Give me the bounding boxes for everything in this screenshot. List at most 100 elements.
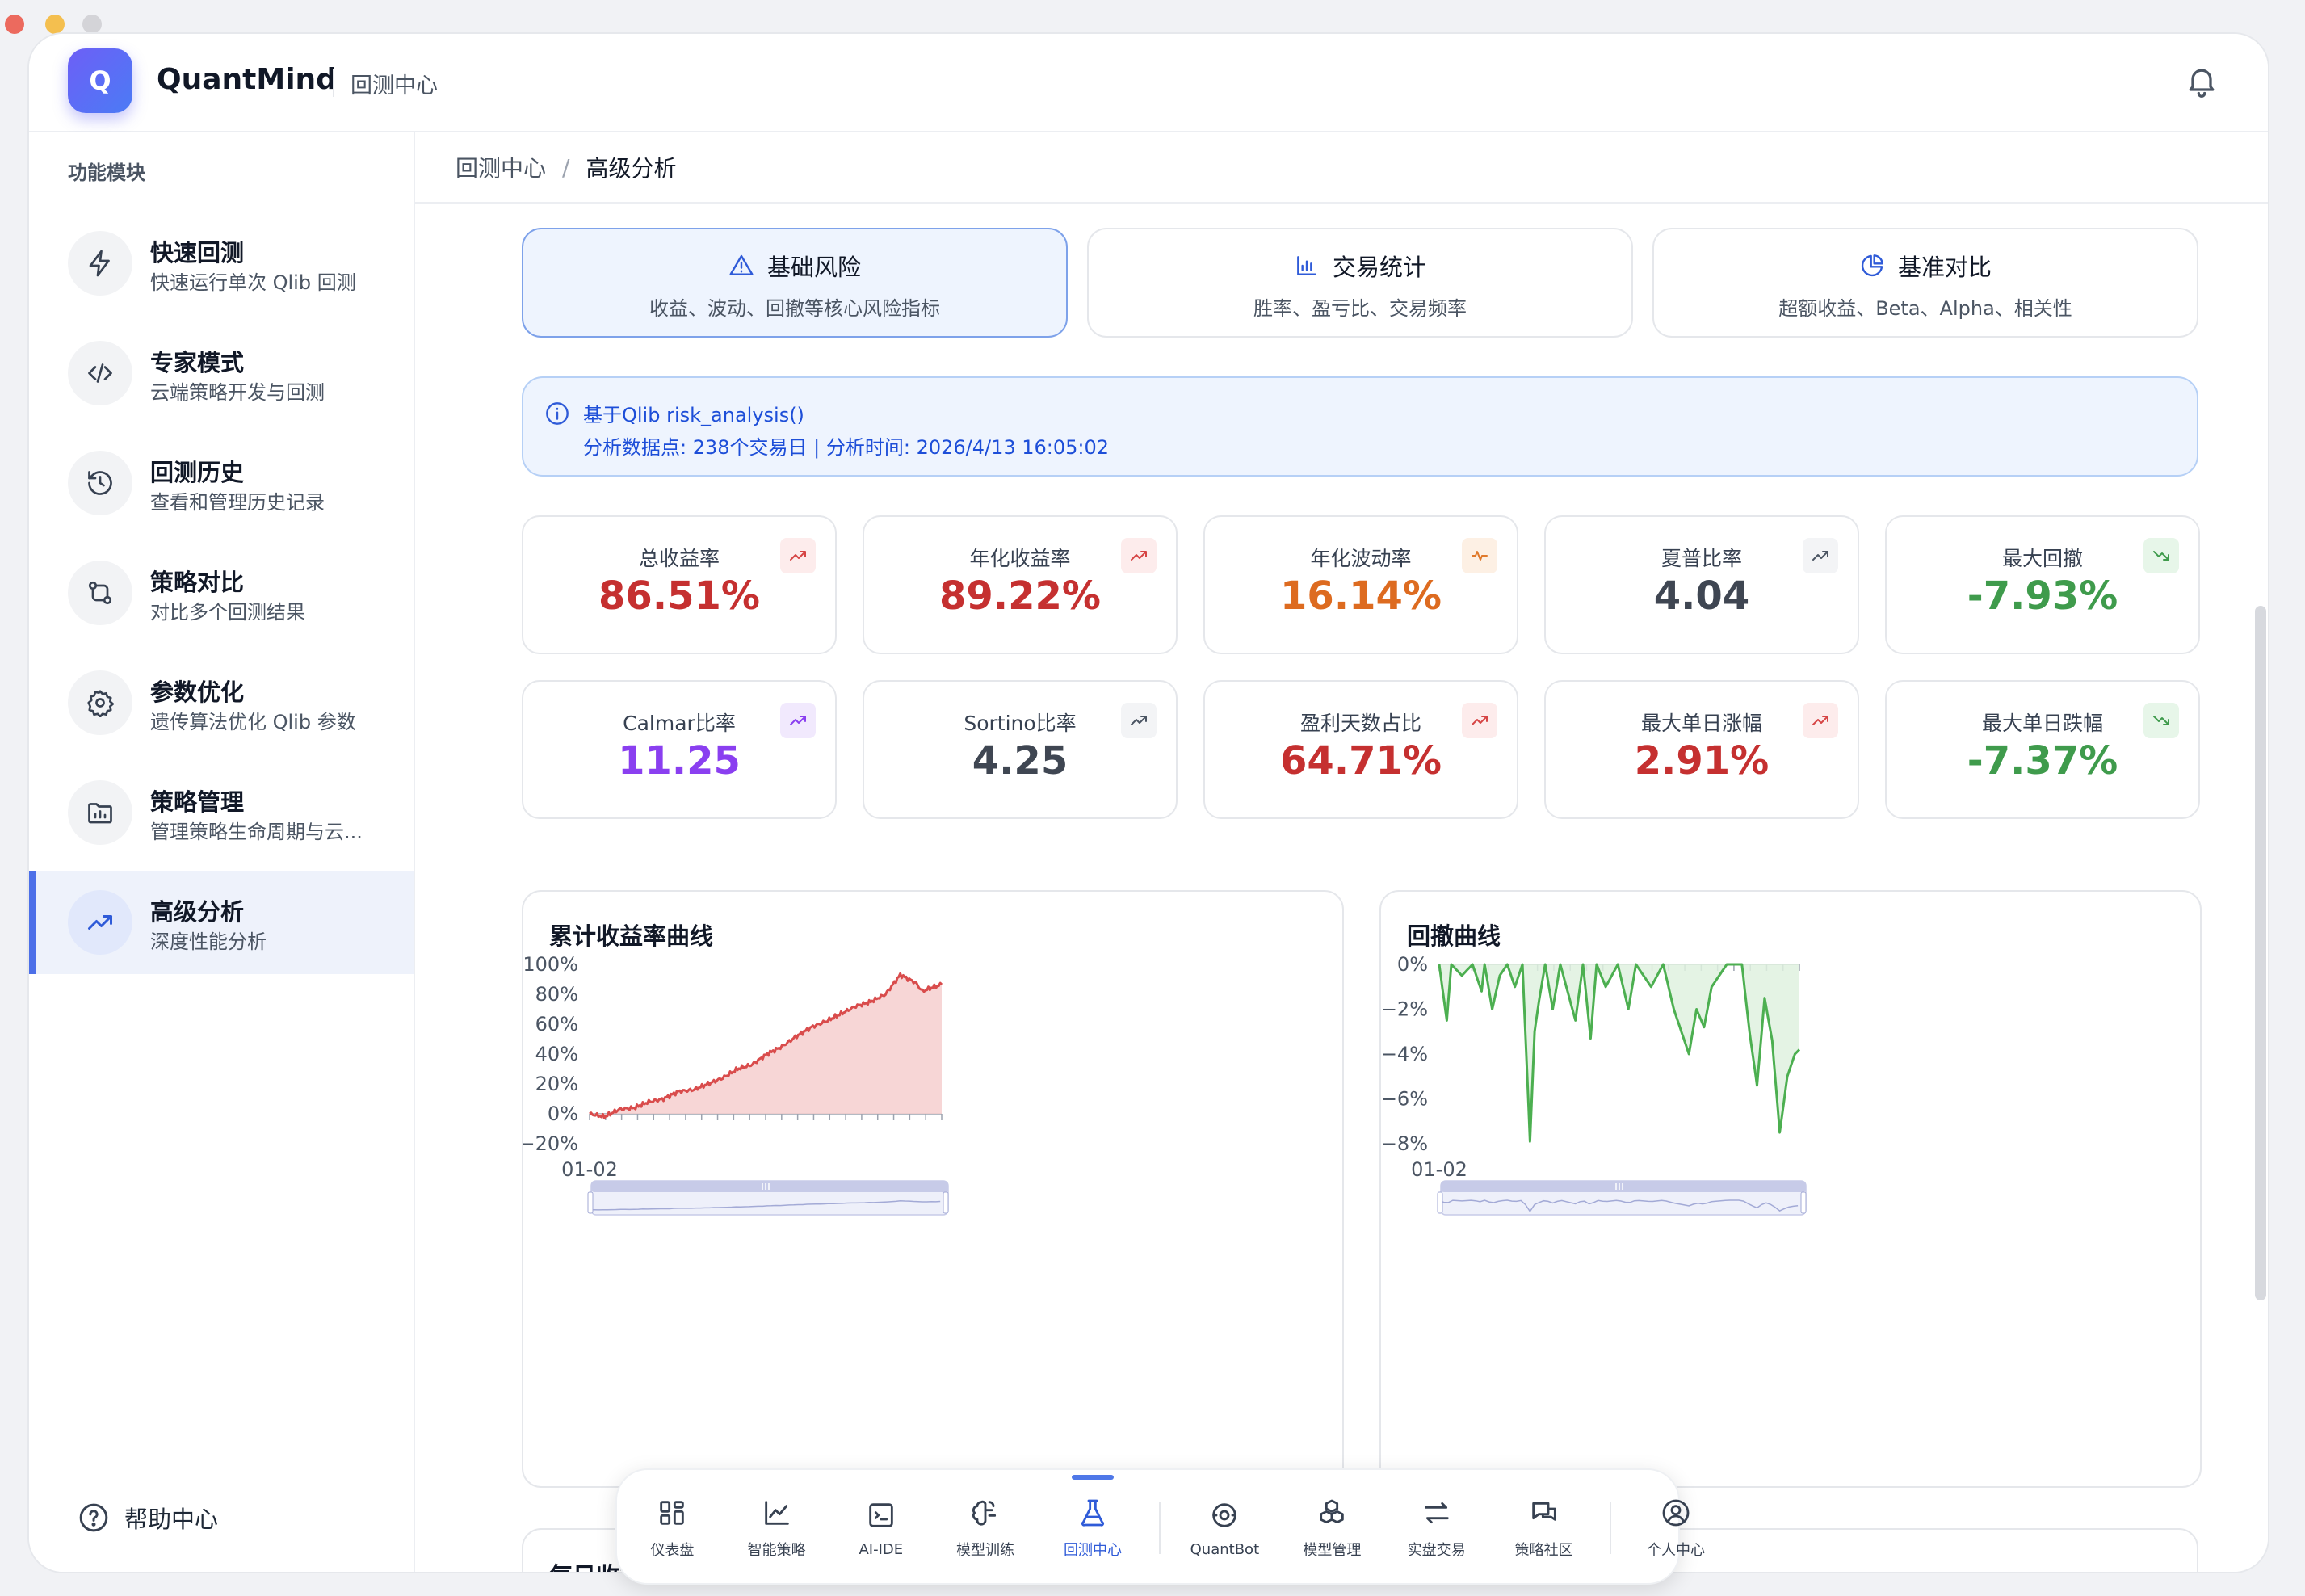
header-divider <box>333 69 334 97</box>
metric-card: 最大单日跌幅 -7.37% <box>1885 680 2200 819</box>
sidebar-item-label: 高级分析 <box>150 898 245 926</box>
dock-item-label: 回测中心 <box>1064 1542 1122 1559</box>
cumulative-return-chart[interactable]: 100% 80% 60% 40% 20% 0% −20% 01-02 <box>523 892 1346 1489</box>
dock-divider <box>1610 1502 1612 1554</box>
dock-item-label: 模型训练 <box>956 1542 1014 1559</box>
sidebar-item-quick-backtest[interactable]: 快速回测 快速运行单次 Qlib 回测 <box>29 212 414 315</box>
tab-label: 交易统计 <box>1332 254 1426 281</box>
dock-item-terminal[interactable]: AI-IDE <box>833 1470 930 1586</box>
trend-up-icon <box>1121 538 1157 573</box>
sidebar-item-desc: 查看和管理历史记录 <box>150 491 325 514</box>
sidebar-item-param-optimize[interactable]: 参数优化 遗传算法优化 Qlib 参数 <box>29 651 414 754</box>
dock-item-bot[interactable]: QuantBot <box>1176 1470 1273 1586</box>
trend-up-icon <box>780 703 816 738</box>
dock-item-label: AI-IDE <box>859 1540 904 1558</box>
y-tick-label: 0% <box>548 1102 578 1125</box>
sidebar-item-expert-mode[interactable]: 专家模式 云端策略开发与回测 <box>29 321 414 425</box>
sidebar-item-label: 快速回测 <box>150 239 245 267</box>
zoom-slider-handle-bar[interactable] <box>591 1181 948 1192</box>
sidebar-item-strategy-compare[interactable]: 策略对比 对比多个回测结果 <box>29 541 414 645</box>
tab-trade-stats[interactable]: 交易统计 胜率、盈亏比、交易频率 <box>1087 228 1633 338</box>
zoom-slider-handle-bar[interactable] <box>1441 1181 1806 1192</box>
metric-label: 最大单日涨幅 <box>1640 712 1762 735</box>
sidebar-item-desc: 深度性能分析 <box>150 930 267 953</box>
dock-item-swap[interactable]: 实盘交易 <box>1388 1470 1485 1586</box>
breadcrumb: 回测中心 / 高级分析 <box>415 132 2268 204</box>
y-tick-label: −6% <box>1381 1088 1428 1111</box>
folder-chart-icon <box>68 780 132 845</box>
scrollbar-thumb[interactable] <box>2255 606 2266 1300</box>
zoom-left-handle[interactable] <box>587 1191 594 1214</box>
dock-item-line-chart[interactable]: 智能策略 <box>728 1470 825 1586</box>
cumulative-return-title: 累计收益率曲线 <box>549 922 714 950</box>
zoom-left-handle[interactable] <box>1437 1191 1443 1214</box>
dock-item-brain[interactable]: 模型训练 <box>937 1470 1034 1586</box>
app-logo[interactable]: Q <box>68 48 132 113</box>
dock-item-label: QuantBot <box>1190 1540 1260 1558</box>
line-chart-icon <box>764 1501 789 1525</box>
help-center-link[interactable]: 帮助中心 <box>78 1501 218 1535</box>
info-banner: 基于Qlib risk_analysis() 分析数据点: 238个交易日 | … <box>522 376 2198 477</box>
info-line-1: 基于Qlib risk_analysis() <box>583 404 804 426</box>
window-maximize-button[interactable] <box>82 15 102 34</box>
metric-value: -7.37% <box>1967 738 2118 783</box>
metric-card: 盈利天数占比 64.71% <box>1203 680 1518 819</box>
info-icon <box>546 402 569 425</box>
sidebar-item-label: 策略管理 <box>150 788 245 816</box>
dock-item-grid[interactable]: 仪表盘 <box>623 1470 720 1586</box>
breadcrumb-current: 高级分析 <box>586 155 677 182</box>
dock-item-user-circle[interactable]: 个人中心 <box>1627 1470 1724 1586</box>
tab-desc: 胜率、盈亏比、交易频率 <box>1253 297 1467 320</box>
dock-item-chat[interactable]: 策略社区 <box>1496 1470 1593 1586</box>
trend-up-icon <box>780 538 816 573</box>
bottom-dock: 仪表盘 智能策略 AI-IDE 模型训练 回测中心 QuantBot 模型管理 实盘交易 策略社… <box>615 1468 1705 1586</box>
zoom-right-handle[interactable] <box>1800 1191 1807 1214</box>
sidebar-item-desc: 遗传算法优化 Qlib 参数 <box>150 711 356 733</box>
window-close-button[interactable] <box>5 15 24 34</box>
bell-icon[interactable] <box>2184 63 2219 99</box>
series-line <box>589 972 943 1120</box>
metric-card: 年化波动率 16.14% <box>1203 515 1518 654</box>
breadcrumb-parent[interactable]: 回测中心 <box>456 155 547 182</box>
gear-icon <box>68 670 132 735</box>
tab-basic-risk[interactable]: 基础风险 收益、波动、回撤等核心风险指标 <box>522 228 1068 338</box>
y-tick-label: 80% <box>535 983 578 1006</box>
metric-value: 4.25 <box>972 738 1069 783</box>
lightning-icon <box>68 231 132 296</box>
drawdown-chart[interactable]: 0% −2% −4% −6% −8% 01-02 <box>1381 892 2203 1489</box>
metric-card: 年化收益率 89.22% <box>863 515 1178 654</box>
zoom-right-handle[interactable] <box>943 1191 949 1214</box>
trend-up-icon <box>1121 703 1157 738</box>
tab-benchmark[interactable]: 基准对比 超额收益、Beta、Alpha、相关性 <box>1652 228 2198 338</box>
bar-chart-icon <box>1297 256 1316 275</box>
y-tick-label: 100% <box>523 953 578 976</box>
sidebar-item-backtest-history[interactable]: 回测历史 查看和管理历史记录 <box>29 431 414 535</box>
y-tick-label: 40% <box>535 1043 578 1065</box>
dock-item-flask[interactable]: 回测中心 <box>1044 1470 1141 1586</box>
metric-label: Calmar比率 <box>623 712 736 735</box>
dock-item-label: 个人中心 <box>1647 1542 1705 1559</box>
header-subtitle: 回测中心 <box>351 74 438 99</box>
sidebar-item-label: 专家模式 <box>150 349 245 376</box>
brand-name: QuantMind <box>157 63 337 96</box>
sidebar-item-strategy-manage[interactable]: 策略管理 管理策略生命周期与云... <box>29 761 414 864</box>
swap-icon <box>1424 1502 1449 1524</box>
metric-label: 年化收益率 <box>969 547 1071 570</box>
dock-item-cubes[interactable]: 模型管理 <box>1283 1470 1380 1586</box>
metric-card: 最大单日涨幅 2.91% <box>1544 680 1859 819</box>
bot-icon <box>1212 1502 1237 1527</box>
sidebar: 功能模块 快速回测 快速运行单次 Qlib 回测 专家模式 云端策略开发与回测 … <box>29 132 415 1572</box>
sidebar-title: 功能模块 <box>68 162 145 184</box>
metric-label: 盈利天数占比 <box>1299 712 1421 735</box>
trend-up-icon <box>68 890 132 955</box>
compare-icon <box>68 561 132 625</box>
sidebar-item-advanced-analysis[interactable]: 高级分析 深度性能分析 <box>29 871 414 974</box>
trend-down-icon <box>2143 703 2179 738</box>
metric-card: Calmar比率 11.25 <box>522 680 837 819</box>
tab-label: 基准对比 <box>1897 254 1992 281</box>
x-tick-label: 01-02 <box>1411 1158 1467 1181</box>
window-minimize-button[interactable] <box>45 15 65 34</box>
series-area <box>590 973 942 1119</box>
drawdown-card: 回撤曲线 0% −2% −4% −6% −8% 01-02 <box>1379 890 2202 1488</box>
trend-down-icon <box>2143 538 2179 573</box>
